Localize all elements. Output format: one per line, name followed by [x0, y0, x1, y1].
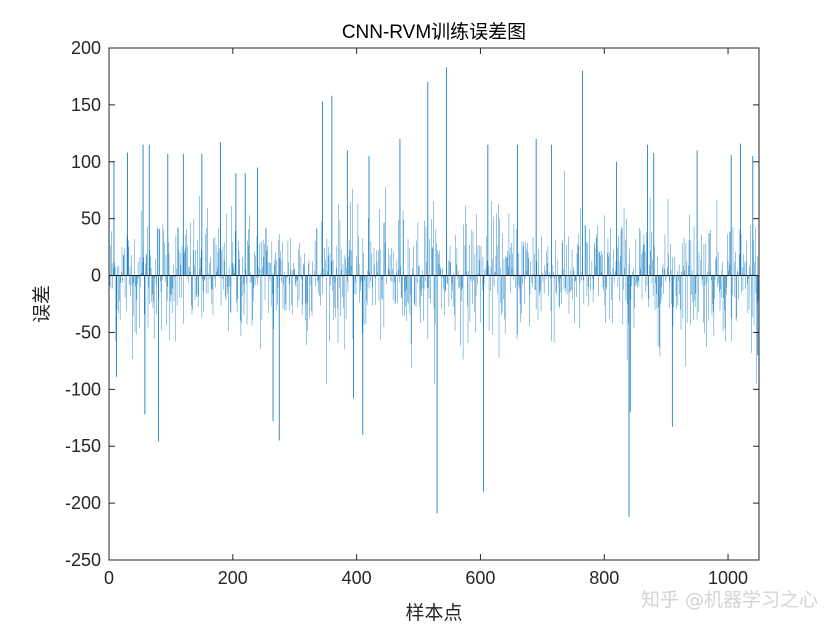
watermark-text: 知乎 @机器学习之心 — [641, 589, 818, 611]
chart-title: CNN-RVM训练误差图 — [342, 21, 526, 43]
x-axis-label: 样本点 — [405, 602, 462, 624]
x-tick-label: 1000 — [708, 568, 748, 588]
plot-area-border — [108, 47, 760, 561]
x-tick-label: 800 — [589, 568, 619, 588]
y-tick-label: -200 — [65, 493, 101, 513]
y-tick-label: -150 — [65, 436, 101, 456]
y-tick-label: 200 — [71, 38, 101, 58]
axes: 0 200 400 600 800 1000 -250 -200 -150 -100 -50 0 50 1… — [65, 38, 760, 588]
y-tick-label: -250 — [65, 550, 101, 570]
y-tick-label: -50 — [75, 322, 101, 342]
y-tick-label: -100 — [65, 379, 101, 399]
y-tick-label: 50 — [81, 209, 101, 229]
x-tick-label: 400 — [342, 568, 372, 588]
y-tick-label: 0 — [91, 266, 101, 286]
x-tick-label: 0 — [104, 568, 114, 588]
x-tick-label: 600 — [465, 568, 495, 588]
y-tick-label: 100 — [71, 152, 101, 172]
x-tick-label: 200 — [218, 568, 248, 588]
y-tick-label: 150 — [71, 95, 101, 115]
y-axis-label: 误差 — [31, 285, 53, 323]
error-bars — [109, 67, 760, 517]
